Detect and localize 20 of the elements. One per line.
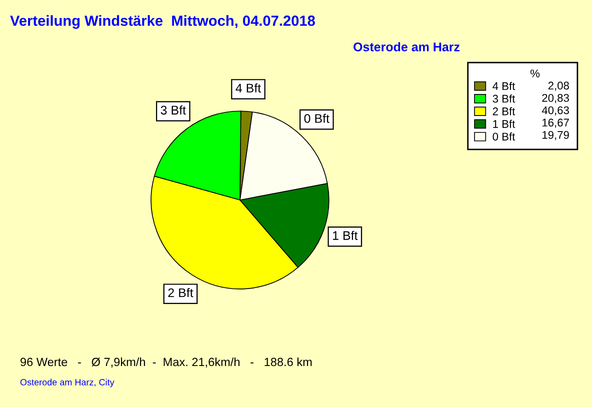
slice-label: 1 Bft <box>333 230 358 240</box>
legend-label: 2 Bft <box>492 107 516 116</box>
text: Osterode am Harz, City <box>20 378 114 388</box>
data-label: 19,79 <box>542 131 569 140</box>
data-label: 16,67 <box>542 118 569 128</box>
legend-label: 0 Bft <box>492 132 516 141</box>
legend-label: 3 Bft <box>492 94 516 103</box>
data-label: 20,83 <box>542 94 569 104</box>
data-label: 40,63 <box>542 106 569 116</box>
legend-label: 1 Bft <box>493 120 516 128</box>
slice-label: 4 Bft <box>236 83 262 93</box>
data-label: 2,08 <box>548 82 569 91</box>
slice-label: 0 Bft <box>304 114 330 123</box>
legend-label: 4 Bft <box>492 82 516 90</box>
legend-title: % <box>530 70 540 78</box>
chart-title: Verteilung Windstärke Mittwoch, 04.07.2018 <box>10 15 315 29</box>
chart-subtitle: Osterode am Harz <box>354 42 460 52</box>
slice-label: 2 Bft <box>168 288 194 298</box>
text: 96 Werte - Ø 7,9km/h - Max. 21,6km/h - 188.6 km <box>20 357 312 368</box>
slice-label: 3 Bft <box>160 105 186 115</box>
